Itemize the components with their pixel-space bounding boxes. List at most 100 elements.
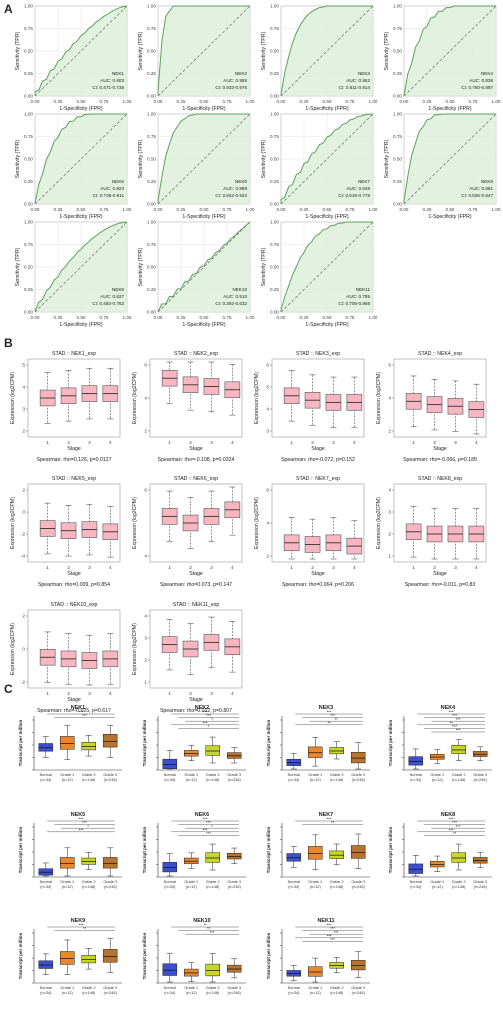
roc-auc-label: AUC: 0.648 bbox=[346, 186, 370, 191]
grade-x-tick-label: Grade 1 bbox=[60, 773, 74, 777]
stage-x-tick-label: 2 bbox=[189, 440, 192, 446]
roc-y-tick-label: 1.00 bbox=[270, 220, 279, 225]
stage-y-tick-label: 0 bbox=[22, 647, 25, 653]
grade-x-tick-label: Grade 2 bbox=[206, 986, 220, 990]
roc-y-tick-label: 0.75 bbox=[270, 242, 279, 247]
grade-x-tick-label: Grade 2 bbox=[82, 773, 96, 777]
stage-x-tick-label: 2 bbox=[311, 565, 314, 571]
grade-sample-size: (n=12) bbox=[432, 885, 444, 889]
roc-ci-label: CI: 0.705-0.866 bbox=[338, 301, 370, 306]
stage-x-tick-label: 4 bbox=[231, 440, 234, 446]
grade-panel-title: NEK6 bbox=[195, 812, 209, 818]
roc-y-tick-label: 0.25 bbox=[147, 71, 156, 76]
grade-y-axis-label: Transcript per million bbox=[142, 932, 147, 979]
roc-diagonal bbox=[280, 5, 374, 97]
grade-sample-size: (n=148) bbox=[206, 778, 220, 782]
stage-y-axis-label: Expression (log2CPM) bbox=[132, 497, 138, 549]
roc-y-tick-label: 1.00 bbox=[270, 4, 279, 9]
roc-x-tick-label: 0.00 bbox=[31, 207, 40, 212]
roc-x-axis-label: 1-Specificity (FPR) bbox=[305, 214, 349, 220]
stage-y-tick-label: -2 bbox=[21, 680, 26, 686]
stage-y-tick-label: 3 bbox=[22, 407, 25, 413]
grade-y-axis-label: Transcript per million bbox=[18, 719, 23, 766]
grade-x-tick-label: Grade 3 bbox=[227, 880, 241, 884]
roc-y-tick-label: 0.75 bbox=[147, 134, 156, 139]
roc-y-tick-label: 0.00 bbox=[393, 94, 402, 99]
roc-x-axis-label: 1-Specificity (FPR) bbox=[428, 106, 472, 112]
stage-x-tick-label: 2 bbox=[433, 440, 436, 446]
grade-sample-size: (n=34) bbox=[40, 778, 52, 782]
stage-caption: Spearman: rho=0.009, p=0.854 bbox=[38, 582, 110, 588]
roc-diagonal bbox=[34, 5, 128, 97]
roc-y-tick-label: 0.25 bbox=[270, 287, 279, 292]
grade-significance-label: *** bbox=[449, 827, 454, 832]
roc-ci-label: CI: 0.842-0.933 bbox=[215, 193, 247, 198]
stage-x-axis-label: Stage bbox=[311, 446, 325, 452]
roc-y-axis-label: Sensitivity (TPR) bbox=[138, 31, 144, 70]
grade-panel-title: NEK7 bbox=[319, 812, 333, 818]
roc-y-tick-label: 0.50 bbox=[270, 49, 279, 54]
stage-y-tick-label: 2 bbox=[144, 658, 147, 664]
roc-ci-label: CI: 0.471-0.735 bbox=[92, 85, 124, 90]
grade-box bbox=[205, 963, 220, 977]
roc-y-tick-label: 1.00 bbox=[147, 4, 156, 9]
roc-y-tick-label: 0.25 bbox=[393, 71, 402, 76]
roc-y-tick-label: 0.00 bbox=[24, 310, 33, 315]
grade-box bbox=[350, 751, 366, 764]
roc-y-axis-label: Sensitivity (TPR) bbox=[15, 139, 21, 178]
stage-y-tick-label: -4 bbox=[21, 554, 26, 560]
roc-x-tick-label: 0.75 bbox=[469, 99, 478, 104]
grade-box bbox=[408, 756, 424, 766]
stage-plot-area bbox=[27, 609, 121, 689]
stage-x-tick-label: 2 bbox=[67, 440, 70, 446]
roc-x-axis-label: 1-Specificity (FPR) bbox=[428, 214, 472, 220]
roc-curve bbox=[280, 5, 373, 96]
stage-x-tick-label: 2 bbox=[67, 565, 70, 571]
roc-x-tick-label: 0.75 bbox=[346, 207, 355, 212]
roc-x-tick-label: 0.50 bbox=[77, 315, 86, 320]
grade-significance-label: *** bbox=[79, 817, 84, 822]
grade-box bbox=[308, 746, 323, 758]
stage-y-axis-label: Expression (log2CPM) bbox=[10, 497, 16, 549]
roc-x-tick-label: 0.00 bbox=[154, 207, 163, 212]
stage-y-tick-label: 6 bbox=[266, 488, 269, 494]
roc-x-axis-label: 1-Specificity (FPR) bbox=[59, 106, 103, 112]
grade-box bbox=[184, 968, 199, 977]
stage-x-tick-label: 3 bbox=[88, 691, 91, 697]
grade-sample-size: (n=34) bbox=[288, 885, 300, 889]
roc-gene-label: NEK11 bbox=[356, 287, 371, 292]
stage-x-tick-label: 1 bbox=[168, 440, 171, 446]
stage-y-axis-label: Expression (log2CPM) bbox=[376, 372, 382, 424]
grade-x-tick-label: Grade 1 bbox=[184, 773, 198, 777]
grade-significance-label: *** bbox=[203, 827, 208, 832]
stage-y-tick-label: 2 bbox=[388, 532, 391, 538]
roc-ci-label: CI: 0.492-0.762 bbox=[92, 301, 124, 306]
grade-box bbox=[286, 853, 302, 862]
roc-x-tick-label: 0.00 bbox=[154, 315, 163, 320]
grade-sample-size: (n=246) bbox=[104, 885, 118, 889]
roc-y-tick-label: 0.25 bbox=[147, 179, 156, 184]
roc-y-tick-label: 1.00 bbox=[393, 4, 402, 9]
roc-y-tick-label: 0.75 bbox=[147, 26, 156, 31]
grade-box bbox=[408, 863, 424, 874]
stage-y-tick-label: 6 bbox=[388, 363, 391, 369]
roc-y-axis-label: Sensitivity (TPR) bbox=[261, 139, 267, 178]
roc-auc-label: AUC: 0.785 bbox=[346, 294, 370, 299]
roc-x-tick-label: 1.00 bbox=[369, 99, 378, 104]
roc-auc-label: AUC: 0.603 bbox=[100, 78, 124, 83]
roc-curve bbox=[280, 113, 374, 204]
grade-x-tick-label: Grade 1 bbox=[60, 986, 74, 990]
stage-y-tick-label: 4 bbox=[266, 521, 269, 527]
grade-box bbox=[102, 949, 118, 963]
stage-panel-title: STAD :: NEK5_exp bbox=[52, 476, 96, 482]
grade-significance-label: * bbox=[87, 824, 89, 829]
stage-y-tick-label: 4 bbox=[144, 614, 147, 620]
grade-x-tick-label: Grade 2 bbox=[82, 880, 96, 884]
grade-sample-size: (n=246) bbox=[474, 778, 488, 782]
